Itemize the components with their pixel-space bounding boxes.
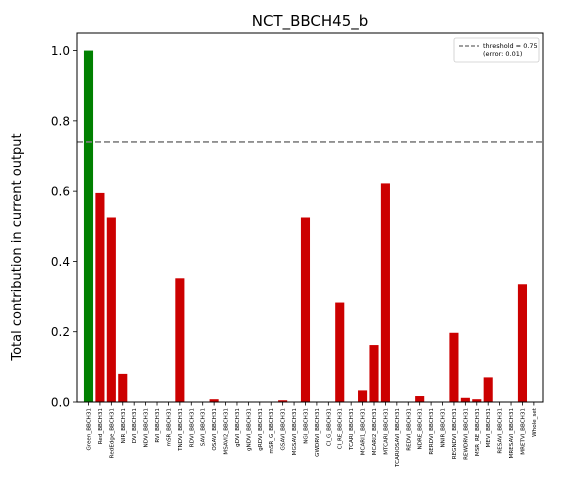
x-tick-label: MRESAVI_BBCH31 [509,408,515,459]
bar [300,217,311,402]
x-tick-label: NNIR_BBCH31 [441,408,447,448]
x-tick-label: gDVI_BBCH31 [235,408,241,447]
x-tick-label: Red_BBCH31 [98,408,104,445]
y-tick-label: 1.0 [51,44,70,58]
x-tick-label: NDVI_BBCH31 [144,408,150,448]
x-tick-label: MTCARI_BBCH31 [383,408,389,455]
x-tick-label: MSR_RE_BBCH31 [475,408,481,457]
y-tick-label: 0.6 [51,185,70,199]
x-tick-label: TNDVI_BBCH31 [178,408,184,452]
y-tick-label: 0.8 [51,114,70,128]
bar [460,397,470,402]
x-tick-label: Whole_set [532,407,538,437]
bar [380,183,390,402]
x-ticks-group: Green_BBCH31 Red_BBCH31 RedEdge_BBCH31 NIR_… [87,402,538,468]
x-tick-label: MRETVI_BBCH31 [520,408,526,455]
x-tick-label: NGI_BBCH31 [303,408,309,444]
x-tick-label: gNDVI_BBCH31 [246,408,252,451]
bar [483,377,493,402]
x-tick-label: OSAVI_BBCH31 [212,408,218,451]
x-tick-label: SAVI_BBCH31 [201,408,207,447]
bar [472,399,482,402]
bar [358,390,368,402]
bar [278,400,288,402]
x-tick-label: CI_G_BBCH31 [326,408,332,447]
x-tick-label: CI_RE_BBCH31 [338,408,344,450]
x-tick-label: mSR_BBCH31 [166,408,172,447]
bar [83,50,94,402]
chart-title: NCT_BBCH45_b [252,12,369,31]
x-tick-label: TCARIOSAVI_BBCH31 [395,408,401,468]
x-tick-label: REWDRVI_BBCH31 [463,408,469,460]
bar [106,217,116,402]
legend-box [453,37,540,63]
legend: threshold = 0.75 (error: 0.01) [453,37,540,63]
x-tick-label: NIR_BBCH31 [121,408,127,444]
x-tick-label: RVI_BBCH31 [155,408,161,443]
x-tick-label: REGNDVI_BBCH31 [452,408,458,460]
y-axis-label: Total contribution in current output [10,133,25,361]
x-tick-label: MCARI2_BBCH31 [372,408,378,456]
plot-frame [76,32,544,403]
bar [95,192,105,402]
bars-group [83,50,528,402]
y-tick-label: 0.2 [51,325,70,339]
bar [415,396,425,402]
x-tick-label: RESAVI_BBCH31 [498,408,504,454]
legend-threshold-error: (error: 0.01) [483,50,522,58]
x-tick-label: REDVI_BBCH31 [406,408,412,451]
bar [209,399,219,402]
x-tick-label: TCARI_BBCH31 [349,408,355,451]
bar [335,302,345,402]
x-tick-label: MEVI_BBCH31 [486,408,492,448]
y-tick-label: 0.0 [51,396,70,410]
y-ticks-group: 0.0 0.2 0.4 0.6 0.8 1.0 [51,44,77,410]
y-tick-label: 0.4 [51,255,70,269]
x-tick-label: mSR_G_BBCH31 [269,408,275,454]
x-tick-label: NDRE_BBCH31 [418,408,424,450]
bar [369,345,379,402]
x-tick-label: RedEdge_BBCH31 [109,408,115,459]
x-tick-label: MCARI1_BBCH31 [361,408,367,456]
x-tick-label: RERDVI_BBCH31 [429,408,435,455]
x-tick-label: DVI_BBCH31 [132,408,138,444]
bar [517,284,528,402]
bar [118,373,128,402]
x-tick-label: MGSAVI_BBCH31 [292,408,298,456]
legend-threshold-label: threshold = 0.75 [483,42,538,50]
bar [449,332,459,402]
x-tick-label: gRDVI_BBCH31 [258,408,264,451]
x-tick-label: RDVI_BBCH31 [189,408,195,448]
x-tick-label: GWDRVI_BBCH31 [315,408,321,457]
x-tick-label: Green_BBCH31 [87,408,93,451]
bar [175,278,185,402]
x-tick-label: GSAVI_BBCH31 [281,408,287,451]
x-tick-label: MSAVI2_BBCH31 [224,408,230,455]
